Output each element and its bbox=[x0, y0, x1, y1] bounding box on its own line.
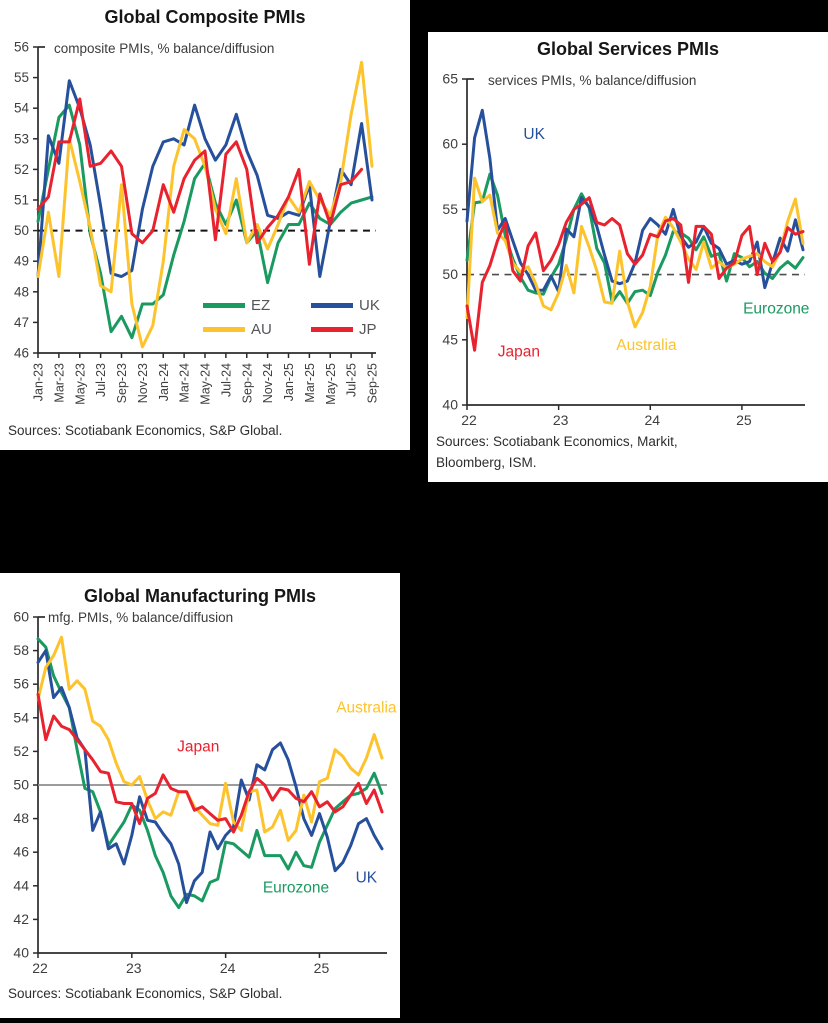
legend-label-ez: EZ bbox=[251, 297, 271, 314]
y-tick-label: 47 bbox=[14, 315, 29, 330]
x-tick-label: 24 bbox=[220, 960, 236, 976]
series-label-eurozone: Eurozone bbox=[743, 301, 809, 318]
legend-swatch-au bbox=[203, 327, 245, 332]
chart-subtitle-composite: composite PMIs, % balance/diffusion bbox=[54, 41, 275, 56]
y-tick-label: 48 bbox=[14, 284, 29, 299]
services-pmi-line-chart: 40 45 50 55 60 65 22 23 24 25 Eurozone UK Australia J… bbox=[442, 71, 809, 429]
chart-subtitle-manufacturing: mfg. PMIs, % balance/diffusion bbox=[48, 610, 234, 625]
y-tick-label: 50 bbox=[13, 777, 29, 793]
y-tick-label: 58 bbox=[13, 642, 29, 658]
legend-swatch-uk bbox=[311, 303, 353, 308]
series-line-japan bbox=[465, 196, 805, 352]
y-tick-label: 44 bbox=[13, 877, 29, 893]
y-tick-label: 56 bbox=[13, 676, 29, 692]
x-tick-label: Mar-23 bbox=[52, 363, 66, 403]
series-label-eurozone: Eurozone bbox=[263, 879, 329, 896]
series-line-jp bbox=[36, 97, 364, 266]
legend-swatch-ez bbox=[203, 303, 245, 308]
legend-label-au: AU bbox=[251, 321, 272, 338]
x-tick-label: 25 bbox=[736, 412, 752, 428]
x-tick-label: 25 bbox=[314, 960, 330, 976]
x-tick-label: Mar-25 bbox=[303, 363, 317, 403]
series-label-uk: UK bbox=[356, 869, 378, 886]
x-tick-label: Jan-23 bbox=[32, 363, 46, 401]
x-tick-label: May-24 bbox=[199, 363, 213, 405]
legend-item-ez: EZ bbox=[203, 297, 311, 314]
series-label-australia: Australia bbox=[336, 700, 397, 717]
y-tick-label: 42 bbox=[13, 911, 29, 927]
y-tick-label: 40 bbox=[442, 397, 458, 413]
legend-swatch-jp bbox=[311, 327, 353, 332]
sources-note-composite: Sources: Scotiabank Economics, S&P Globa… bbox=[8, 423, 283, 438]
series-line-au bbox=[36, 60, 374, 349]
series-line-australia bbox=[36, 635, 384, 842]
y-tick-label: 51 bbox=[14, 193, 29, 208]
y-tick-label: 48 bbox=[13, 810, 29, 826]
sources-note-services: Sources: Scotiabank Economics, Markit, B… bbox=[436, 434, 678, 470]
y-tick-label: 56 bbox=[14, 40, 29, 55]
chart-panel-manufacturing: Global Manufacturing PMIs mfg. PMIs, % b… bbox=[0, 573, 400, 1018]
y-tick-label: 55 bbox=[442, 201, 458, 217]
y-tick-label: 46 bbox=[14, 346, 29, 361]
x-tick-label: Jul-24 bbox=[219, 363, 233, 397]
series-line-eurozone bbox=[36, 637, 384, 910]
y-tick-label: 50 bbox=[14, 223, 29, 238]
legend-item-jp: JP bbox=[311, 321, 415, 338]
composite-pmi-line-chart: 46 47 48 49 50 51 52 53 54 55 56 Jan-23 Mar-23 May-23… bbox=[14, 40, 380, 405]
y-tick-label: 54 bbox=[13, 709, 29, 725]
series-label-uk: UK bbox=[523, 126, 545, 143]
x-tick-label: 22 bbox=[461, 412, 477, 428]
sources-note-manufacturing: Sources: Scotiabank Economics, S&P Globa… bbox=[8, 986, 283, 1001]
x-tick-label: 22 bbox=[32, 960, 48, 976]
y-tick-label: 53 bbox=[14, 131, 29, 146]
legend-label-uk: UK bbox=[359, 297, 380, 314]
legend-label-jp: JP bbox=[359, 321, 377, 338]
x-tick-label: Sep-24 bbox=[240, 363, 254, 403]
x-tick-label: Nov-23 bbox=[136, 363, 150, 403]
manufacturing-pmi-line-chart: 40 42 44 46 48 50 52 54 56 58 60 22 23 24 25 Eurozone UK… bbox=[13, 609, 397, 977]
x-tick-label: Mar-24 bbox=[178, 363, 192, 403]
x-tick-label: 23 bbox=[553, 412, 569, 428]
x-tick-label: Sep-23 bbox=[115, 363, 129, 403]
x-tick-label: Jan-24 bbox=[157, 363, 171, 401]
y-tick-label: 60 bbox=[13, 609, 29, 625]
y-tick-label: 49 bbox=[14, 254, 29, 269]
x-tick-label: May-23 bbox=[73, 363, 87, 405]
y-tick-label: 55 bbox=[14, 70, 29, 85]
legend-item-au: AU bbox=[203, 321, 311, 338]
y-tick-label: 50 bbox=[442, 266, 458, 282]
x-tick-label: May-25 bbox=[324, 363, 338, 405]
series-label-australia: Australia bbox=[616, 337, 677, 354]
chart-panel-services: Global Services PMIs services PMIs, % ba… bbox=[428, 32, 828, 482]
x-tick-label: Jan-25 bbox=[282, 363, 296, 401]
y-tick-label: 52 bbox=[13, 743, 29, 759]
chart-panel-composite: Global Composite PMIs composite PMIs, % … bbox=[0, 0, 410, 450]
x-tick-label: Jul-23 bbox=[94, 363, 108, 397]
series-line-uk bbox=[36, 649, 384, 905]
chart-title-manufacturing: Global Manufacturing PMIs bbox=[83, 586, 316, 606]
y-tick-label: 54 bbox=[14, 101, 30, 116]
x-tick-label: Sep-25 bbox=[366, 363, 380, 403]
series-line-japan bbox=[36, 692, 384, 834]
y-tick-label: 52 bbox=[14, 162, 29, 177]
series-label-japan: Japan bbox=[177, 738, 219, 755]
y-tick-label: 60 bbox=[442, 136, 458, 152]
chart-subtitle-services: services PMIs, % balance/diffusion bbox=[488, 73, 697, 88]
x-tick-label: Jul-25 bbox=[345, 363, 359, 397]
legend: EZ UK AU JP bbox=[203, 297, 415, 338]
x-tick-label: 23 bbox=[126, 960, 142, 976]
y-tick-label: 40 bbox=[13, 945, 29, 961]
y-tick-label: 65 bbox=[442, 71, 458, 87]
series-label-japan: Japan bbox=[498, 344, 540, 361]
y-tick-label: 46 bbox=[13, 844, 29, 860]
x-tick-label: 24 bbox=[644, 412, 660, 428]
legend-item-uk: UK bbox=[311, 297, 415, 314]
chart-title-services: Global Services PMIs bbox=[536, 39, 720, 59]
series-line-uk bbox=[36, 79, 374, 278]
x-tick-label: Nov-24 bbox=[261, 363, 275, 403]
chart-title-composite: Global Composite PMIs bbox=[104, 7, 306, 27]
y-tick-label: 45 bbox=[442, 331, 458, 347]
